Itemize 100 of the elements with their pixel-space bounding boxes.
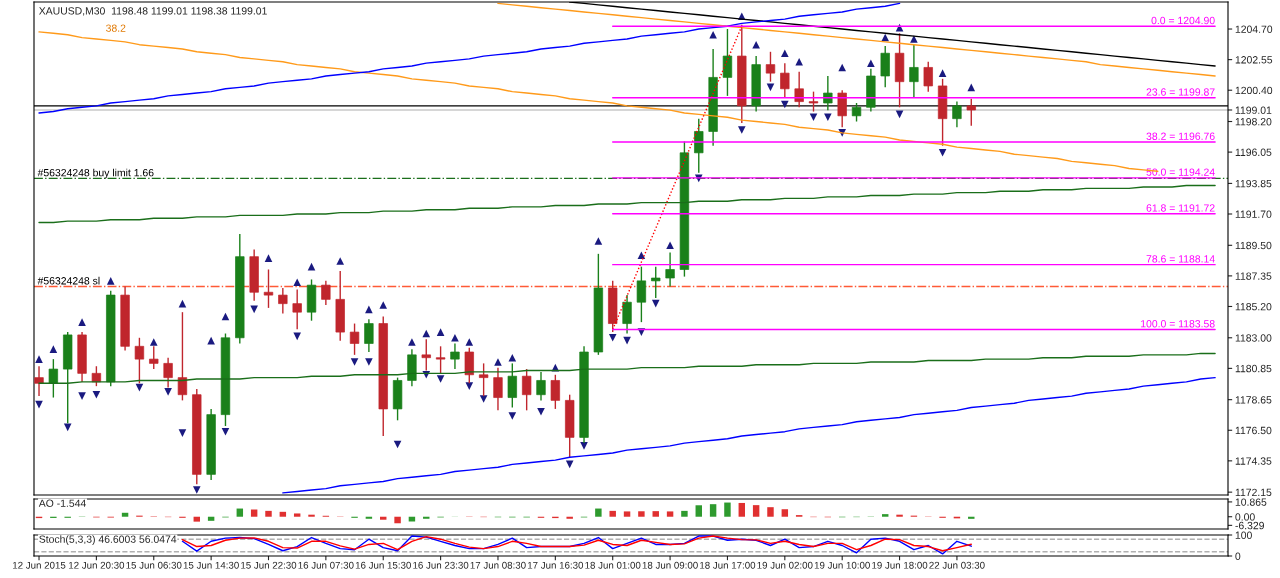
y-tick-label: 1172.15 [1235,488,1272,497]
point [35,355,43,363]
y-tick-label: 1187.35 [1235,272,1272,280]
x-tick-label: 19 Jun 10:00 [814,561,870,569]
x-tick-label: 16 Jun 15:30 [355,561,411,569]
y-tick-label: 1202.55 [1235,56,1273,64]
point [637,251,646,260]
bar [695,505,702,517]
series-label: 0.0 = 1204.90 [1151,16,1215,25]
series-label: 100.0 = 1183.58 [1141,320,1215,328]
x-tick-label: 19 Jun 18:00 [872,561,928,569]
point [106,277,115,285]
point [479,395,488,403]
bar [724,502,731,517]
point [737,126,746,134]
bar [308,514,315,517]
point [781,100,789,109]
candlestick [435,345,446,375]
candlestick [794,71,804,108]
y-tick-label: 1191.70 [1235,210,1272,218]
candlestick [823,75,833,111]
candlestick [536,371,546,402]
candlestick [48,358,59,399]
y-tick-label: 1185.20 [1235,302,1272,311]
ref-line-label: #56324248 sl [37,276,100,285]
bar [207,516,215,521]
candlestick [493,366,503,412]
y-tick-label: 1176.50 [1235,426,1272,435]
point [594,237,603,245]
y-tick-label: 1193.85 [1235,179,1272,188]
point [92,390,101,399]
x-tick-label: 18 Jun 01:00 [585,561,641,569]
x-tick-label: 17 Jun 08:30 [470,561,526,569]
point [824,113,832,122]
point [293,278,301,287]
point [809,113,818,122]
point [149,338,158,346]
candlestick [349,322,360,356]
point [666,241,674,250]
x-tick-label: 15 Jun 22:30 [241,561,297,569]
point [967,83,976,92]
point [938,69,947,77]
bar [752,505,760,517]
point [422,329,431,338]
bar [595,508,602,517]
candlestick [722,28,733,97]
candlestick [550,374,560,410]
point [910,35,918,43]
point [795,57,803,66]
y-tick-label: 1204.70 [1235,25,1273,33]
bar [781,509,789,517]
point [264,254,273,262]
bar [881,514,889,517]
candlestick [163,357,173,389]
point [781,49,789,58]
point [178,429,187,437]
candlestick [808,90,819,113]
candlestick [522,368,532,412]
y-tick-label: 0 [1235,552,1241,560]
point [379,301,388,309]
point [365,358,373,366]
line-series [38,2,901,114]
candlestick [966,98,976,127]
point [580,442,588,450]
y-tick-label: 1178.65 [1235,396,1272,404]
point [78,392,86,400]
candlestick [694,117,704,174]
bar [236,508,244,517]
point [192,486,201,494]
candlestick [880,45,890,89]
point [709,30,717,39]
y-tick-label: 1189.50 [1235,241,1272,250]
point [838,63,846,72]
bar [666,511,674,517]
point [565,460,574,469]
candlestick [837,89,847,128]
chart-title: Stoch(5,3,3) 46.6003 56.0474 [39,535,177,545]
candlestick [278,287,288,315]
point [63,423,72,432]
candlestick [851,102,862,123]
point [451,333,459,342]
series-label: 38.2 = 1196.76 [1146,132,1215,140]
y-tick-label: 100 [1235,531,1252,539]
point [135,383,144,392]
bar [365,516,373,519]
y-tick-label: 1180.85 [1235,364,1272,373]
point [508,353,517,362]
y-tick-label: -6.329 [1235,521,1264,530]
point [164,388,172,396]
series-label: 78.6 = 1188.14 [1146,255,1215,263]
candlestick [923,61,933,93]
bar [767,507,774,517]
ref-line-label: #56324248 buy limit 1.66 [37,168,154,179]
x-tick-label: 18 Jun 09:00 [642,561,698,569]
bar [293,513,301,517]
point [867,59,875,67]
x-tick-label: 22 Jun 03:30 [929,561,985,569]
line-series [497,2,1216,77]
candlestick [321,280,331,306]
point [436,328,445,336]
